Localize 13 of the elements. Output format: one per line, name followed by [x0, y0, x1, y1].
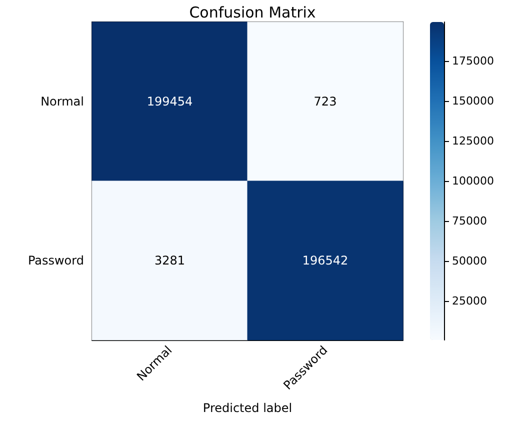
- x-axis-title: Predicted label: [202, 401, 292, 415]
- color-bar-label: 175000: [452, 54, 494, 68]
- data-label: 199454: [146, 94, 193, 108]
- color-bar-label: 100000: [452, 174, 494, 188]
- color-bar-label: 25000: [452, 294, 487, 308]
- color-bar-label: 125000: [452, 134, 494, 148]
- data-label: 723: [314, 94, 337, 108]
- data-label: 3281: [154, 254, 186, 268]
- color-bar-label: 75000: [452, 214, 487, 228]
- color-bar-label: 150000: [452, 94, 494, 108]
- color-bar-label: 50000: [452, 254, 487, 268]
- chart-title: Confusion Matrix: [189, 4, 316, 22]
- data-label: 196542: [302, 254, 348, 268]
